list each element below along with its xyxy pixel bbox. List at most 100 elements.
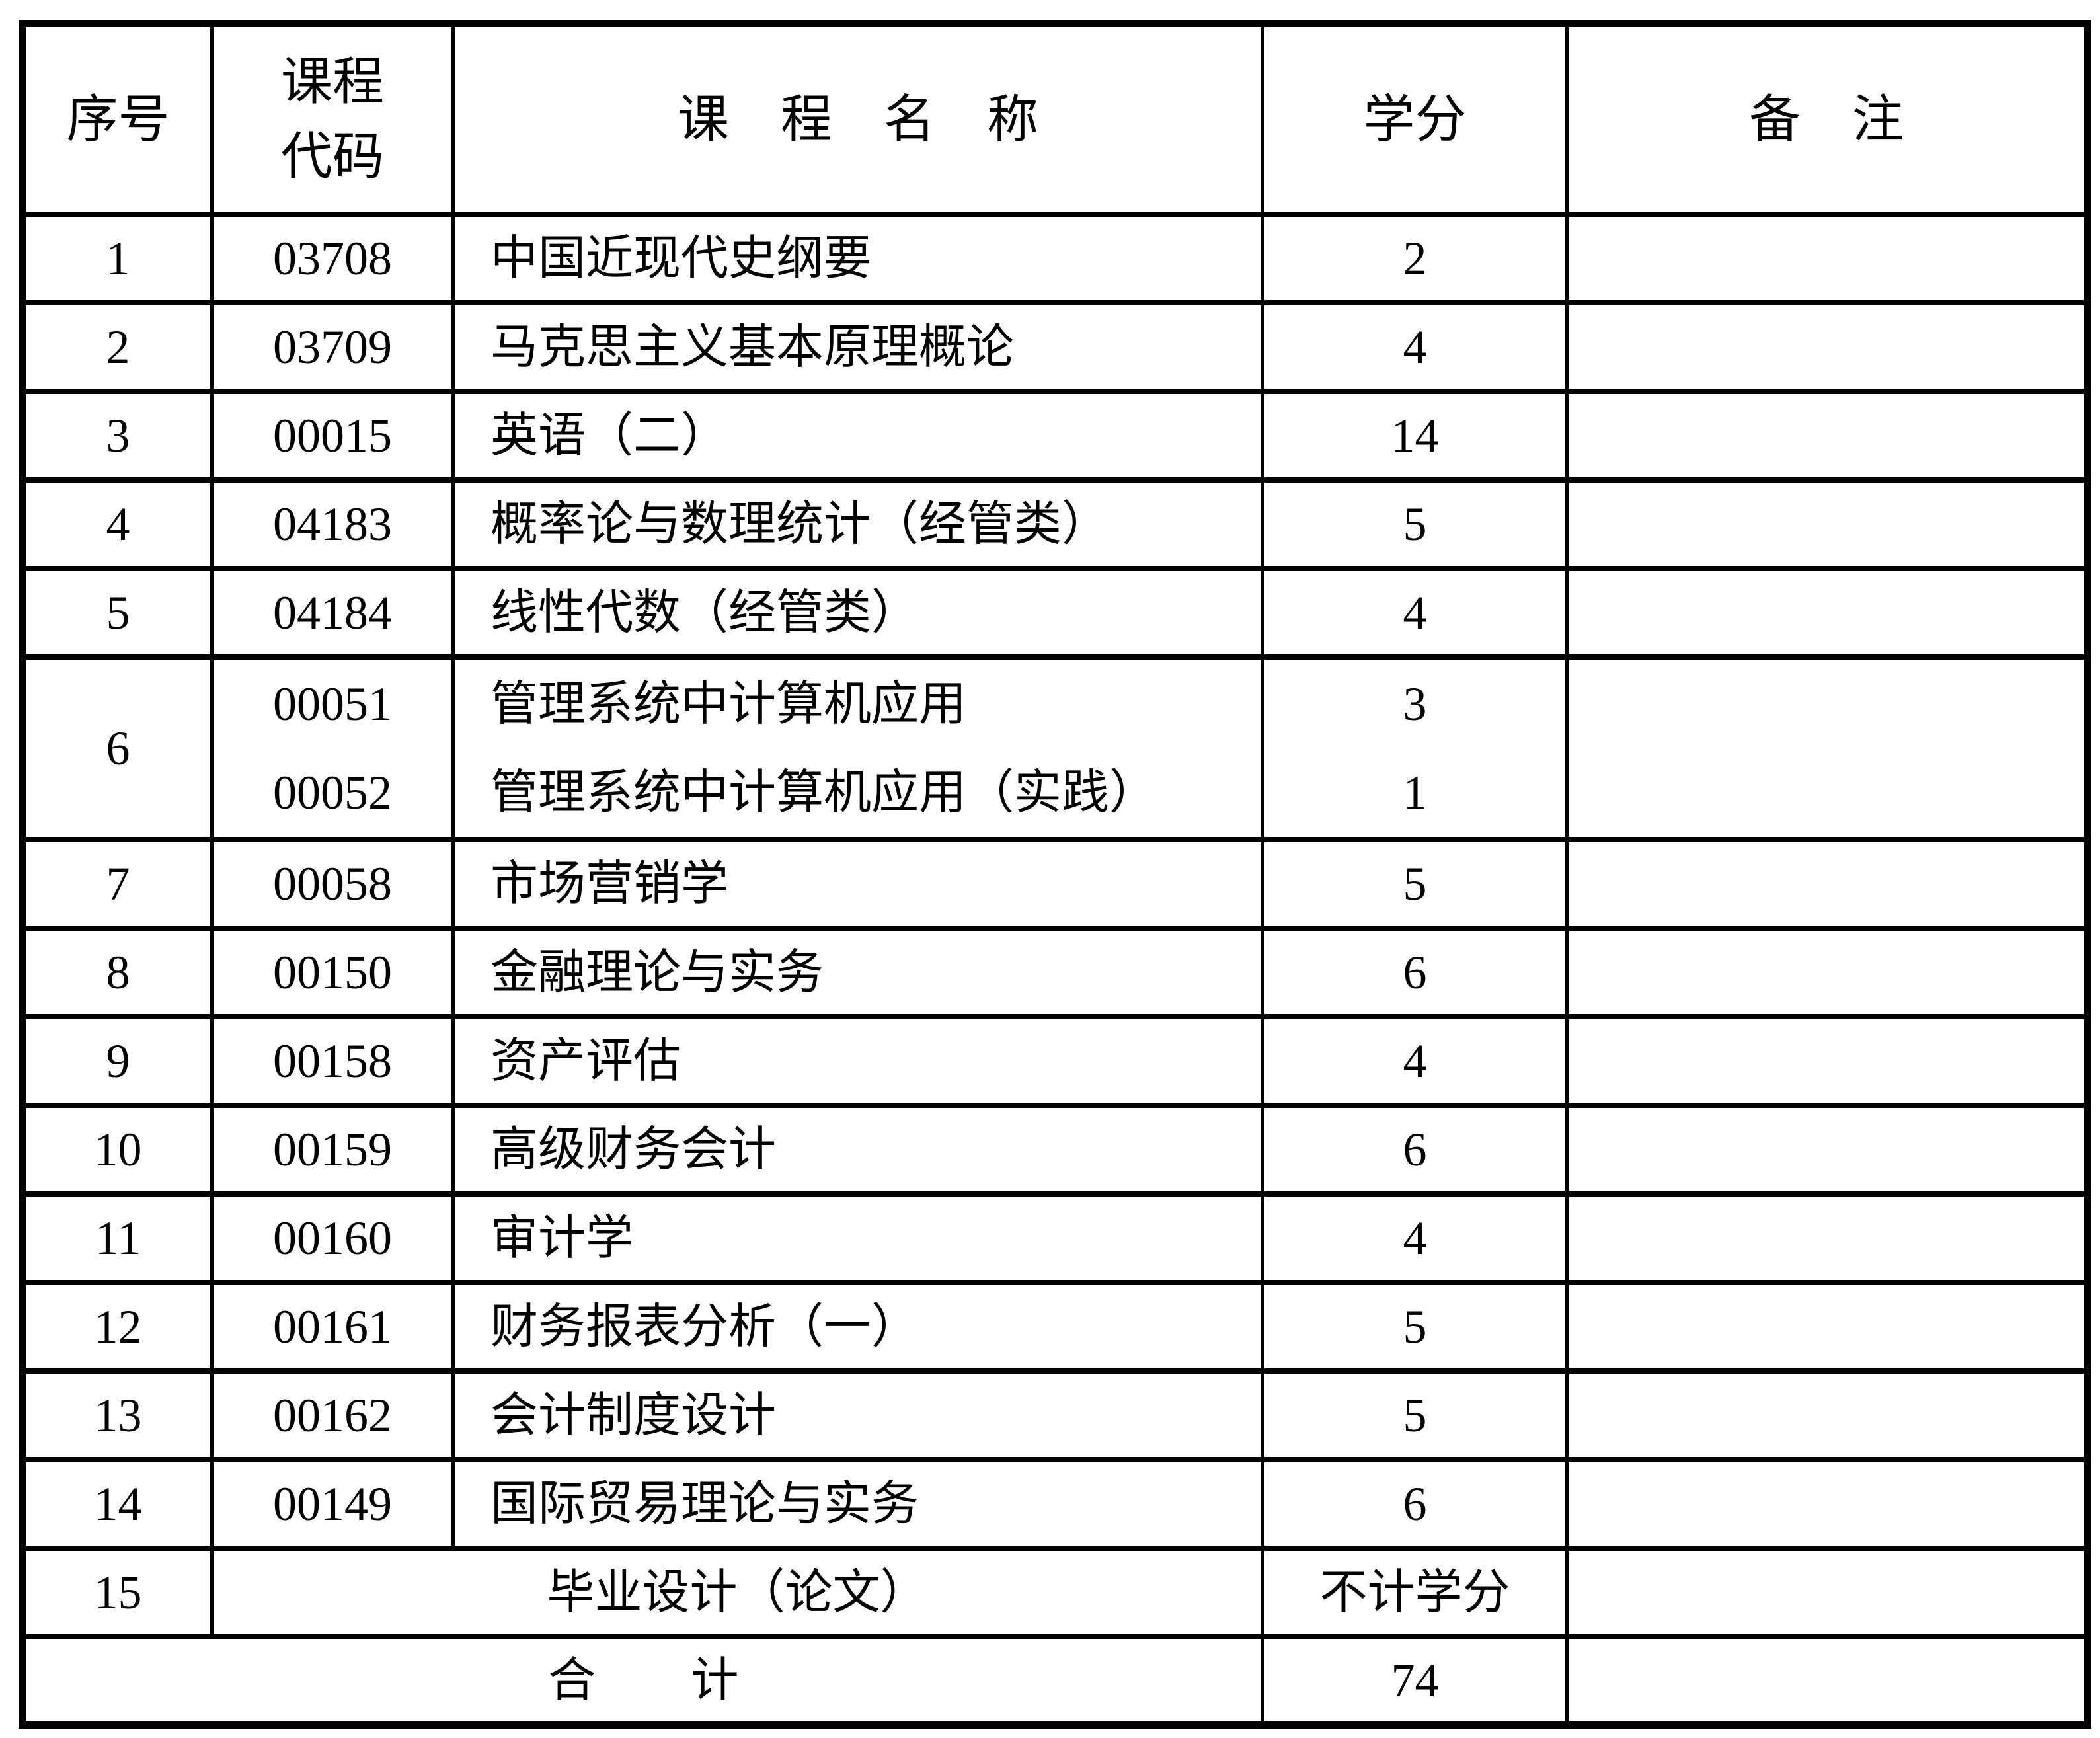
credits-cell: 5 — [1261, 836, 1569, 931]
credits-line-1: 3 — [1403, 677, 1427, 731]
name-cell: 审计学 — [451, 1191, 1264, 1285]
code-cell: 00150 — [210, 925, 455, 1019]
remarks-cell — [1565, 388, 2089, 483]
name-cell: 英语（二） — [451, 388, 1264, 483]
code-cell: 04184 — [210, 565, 455, 660]
credits-cell: 4 — [1261, 1191, 1569, 1285]
code-line-2: 00052 — [273, 766, 392, 819]
remarks-cell — [1565, 1013, 2089, 1108]
name-line-1: 管理系统中计算机应用 — [490, 677, 967, 731]
remarks-cell — [1565, 1102, 2089, 1197]
table-row-merged: 6 00051 00052 管理系统中计算机应用 管理系统中计算机应用（实践） … — [20, 654, 2089, 842]
total-label-cell: 合 计 — [20, 1634, 1264, 1728]
remarks-cell — [1565, 565, 2089, 660]
code-cell: 00158 — [210, 1013, 455, 1108]
credits-line-2: 1 — [1403, 766, 1427, 819]
remarks-cell — [1565, 1191, 2089, 1285]
name-cell: 马克思主义基本原理概论 — [451, 299, 1264, 394]
seq-cell: 3 — [20, 388, 214, 483]
code-cell: 00149 — [210, 1456, 455, 1551]
header-seq: 序号 — [20, 20, 214, 217]
remarks-cell — [1565, 925, 2089, 1019]
remarks-cell — [1565, 1545, 2089, 1639]
thesis-row: 15 毕业设计（论文） 不计学分 — [20, 1545, 2089, 1639]
table-row: 14 00149 国际贸易理论与实务 6 — [20, 1456, 2089, 1551]
name-cell: 会计制度设计 — [451, 1368, 1264, 1462]
seq-cell: 6 — [20, 654, 214, 842]
table-row: 2 03709 马克思主义基本原理概论 4 — [20, 299, 2089, 394]
code-cell: 00161 — [210, 1279, 455, 1374]
remarks-cell — [1565, 477, 2089, 571]
credits-cell: 4 — [1261, 1013, 1569, 1108]
name-cell: 管理系统中计算机应用 管理系统中计算机应用（实践） — [451, 654, 1264, 842]
code-cell: 00159 — [210, 1102, 455, 1197]
name-cell: 资产评估 — [451, 1013, 1264, 1108]
total-row: 合 计 74 — [20, 1634, 2089, 1728]
code-cell: 00160 — [210, 1191, 455, 1285]
credits-cell: 14 — [1261, 388, 1569, 483]
seq-cell: 10 — [20, 1102, 214, 1197]
seq-cell: 8 — [20, 925, 214, 1019]
header-remarks: 备 注 — [1565, 20, 2089, 217]
thesis-name-cell: 毕业设计（论文） — [210, 1545, 1264, 1639]
code-cell: 03708 — [210, 211, 455, 305]
header-code: 课程 代码 — [210, 20, 455, 217]
table-row: 4 04183 概率论与数理统计（经管类） 5 — [20, 477, 2089, 571]
name-cell: 市场营销学 — [451, 836, 1264, 931]
table-row: 3 00015 英语（二） 14 — [20, 388, 2089, 483]
remarks-cell — [1565, 211, 2089, 305]
credits-cell: 4 — [1261, 299, 1569, 394]
table-row: 8 00150 金融理论与实务 6 — [20, 925, 2089, 1019]
remarks-cell — [1565, 1634, 2089, 1728]
credits-cell: 5 — [1261, 1279, 1569, 1374]
seq-cell: 1 — [20, 211, 214, 305]
header-credits: 学分 — [1261, 20, 1569, 217]
name-cell: 财务报表分析（一） — [451, 1279, 1264, 1374]
code-cell: 03709 — [210, 299, 455, 394]
seq-cell: 2 — [20, 299, 214, 394]
name-cell: 概率论与数理统计（经管类） — [451, 477, 1264, 571]
table-row: 10 00159 高级财务会计 6 — [20, 1102, 2089, 1197]
remarks-cell — [1565, 836, 2089, 931]
code-cell: 04183 — [210, 477, 455, 571]
credits-cell: 不计学分 — [1261, 1545, 1569, 1639]
seq-cell: 4 — [20, 477, 214, 571]
header-code-line2: 代码 — [280, 128, 384, 186]
seq-cell: 13 — [20, 1368, 214, 1462]
header-course-name: 课 程 名 称 — [451, 20, 1264, 217]
name-cell: 国际贸易理论与实务 — [451, 1456, 1264, 1551]
code-cell: 00051 00052 — [210, 654, 455, 842]
credits-cell: 6 — [1261, 1456, 1569, 1551]
table-row: 1 03708 中国近现代史纲要 2 — [20, 211, 2089, 305]
seq-cell: 15 — [20, 1545, 214, 1639]
table-row: 9 00158 资产评估 4 — [20, 1013, 2089, 1108]
credits-cell: 2 — [1261, 211, 1569, 305]
table-row: 13 00162 会计制度设计 5 — [20, 1368, 2089, 1462]
table-row: 7 00058 市场营销学 5 — [20, 836, 2089, 931]
code-line-1: 00051 — [273, 677, 392, 731]
seq-cell: 14 — [20, 1456, 214, 1551]
remarks-cell — [1565, 1279, 2089, 1374]
code-cell: 00162 — [210, 1368, 455, 1462]
table-header-row: 序号 课程 代码 课 程 名 称 学分 备 注 — [20, 20, 2089, 217]
total-credits-cell: 74 — [1261, 1634, 1569, 1728]
course-table: 序号 课程 代码 课 程 名 称 学分 备 注 1 03708 中国近现代史纲要… — [19, 20, 2091, 1729]
header-code-line1: 课程 — [280, 53, 384, 111]
seq-cell: 7 — [20, 836, 214, 931]
name-cell: 线性代数（经管类） — [451, 565, 1264, 660]
code-cell: 00058 — [210, 836, 455, 931]
seq-cell: 9 — [20, 1013, 214, 1108]
seq-cell: 11 — [20, 1191, 214, 1285]
credits-cell: 5 — [1261, 1368, 1569, 1462]
seq-cell: 12 — [20, 1279, 214, 1374]
remarks-cell — [1565, 1368, 2089, 1462]
credits-cell: 6 — [1261, 1102, 1569, 1197]
remarks-cell — [1565, 1456, 2089, 1551]
credits-cell: 3 1 — [1261, 654, 1569, 842]
name-cell: 中国近现代史纲要 — [451, 211, 1264, 305]
code-cell: 00015 — [210, 388, 455, 483]
remarks-cell — [1565, 654, 2089, 842]
name-cell: 高级财务会计 — [451, 1102, 1264, 1197]
name-cell: 金融理论与实务 — [451, 925, 1264, 1019]
